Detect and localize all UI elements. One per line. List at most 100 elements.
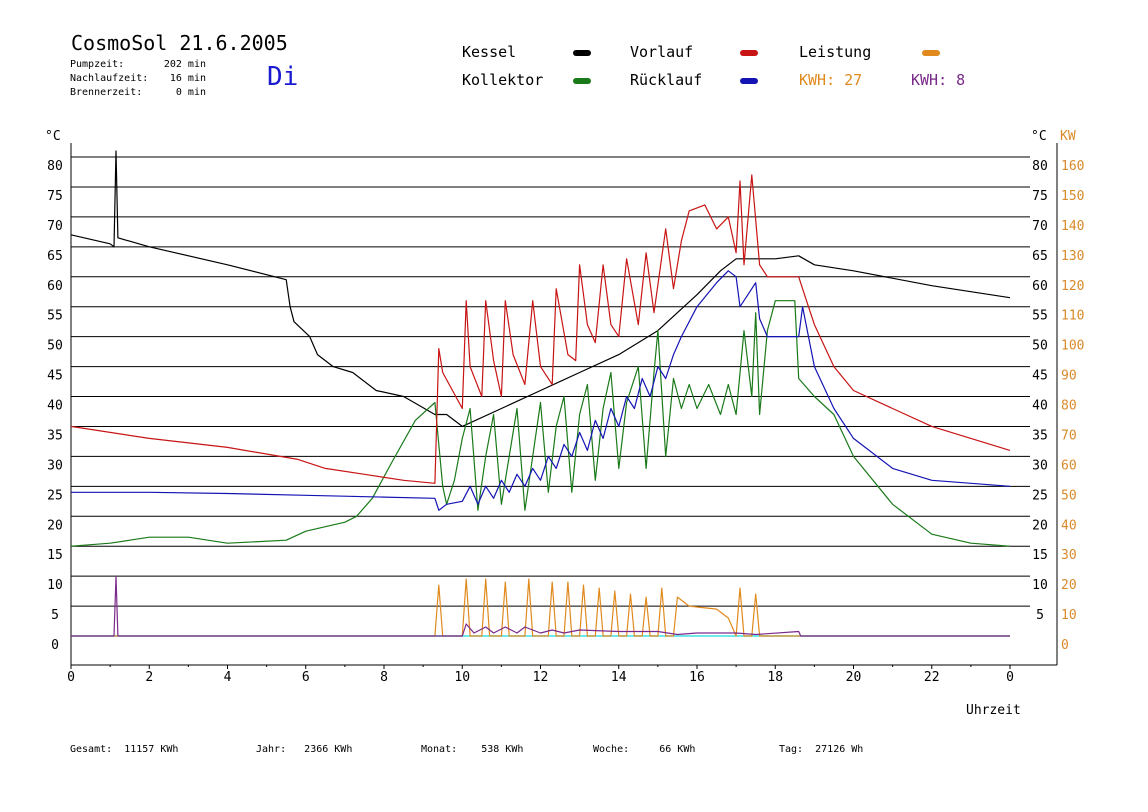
y2-tick-label: 10 (1061, 608, 1077, 623)
footer-tag: Tag: 27126 Wh (779, 744, 864, 755)
y-axis-unit-right: °C (1031, 129, 1047, 144)
pump-time: Pumpzeit: 202 min (70, 59, 206, 70)
y2-tick-label: 160 (1061, 159, 1084, 174)
y-axis-unit: °C (45, 129, 61, 144)
legend-kollektor-swatch (573, 78, 591, 84)
chart-title: CosmoSol 21.6.2005 (71, 31, 288, 55)
x-tick-label: 18 (767, 670, 783, 685)
legend-leistung-swatch (922, 50, 940, 56)
y-tick-label-right: 45 (1032, 369, 1048, 384)
x-tick-label: 12 (533, 670, 549, 685)
legend-ruecklauf-label: Rücklauf (630, 71, 703, 89)
x-tick-label: 20 (846, 670, 862, 685)
footer-monat: Monat: 538 KWh (421, 744, 524, 755)
x-tick-label: 6 (302, 670, 310, 685)
series-line-kwh-8 (71, 575, 1010, 637)
y-tick-label-right: 20 (1032, 518, 1048, 533)
y-tick-label-left: 75 (47, 189, 63, 204)
y-tick-label-right: 30 (1032, 458, 1048, 473)
y-tick-label-left: 0 (51, 638, 59, 653)
y-tick-label-right: 75 (1032, 189, 1048, 204)
series-line-kessel (70, 150, 1011, 427)
y-tick-label-left: 40 (47, 399, 63, 414)
x-tick-label: 10 (454, 670, 470, 685)
y2-tick-label: 60 (1061, 458, 1077, 473)
footer-jahr: Jahr: 2366 KWh (256, 744, 353, 755)
x-tick-label: 4 (224, 670, 232, 685)
y2-tick-label: 80 (1061, 399, 1077, 414)
y2-tick-label: 40 (1061, 518, 1077, 533)
weekday-label: Di (267, 62, 299, 92)
footer-woche: Woche: 66 KWh (593, 744, 696, 755)
y-tick-label-left: 70 (47, 219, 63, 234)
legend-vorlauf-swatch (740, 50, 758, 56)
data-lines (70, 150, 1011, 637)
y-tick-label-left: 25 (47, 488, 63, 503)
y-tick-label-right: 70 (1032, 219, 1048, 234)
y-tick-label-right: 40 (1032, 399, 1048, 414)
y-tick-label-left: 10 (47, 578, 63, 593)
y-tick-label-left: 80 (47, 159, 63, 174)
y2-axis-unit: KW (1060, 129, 1076, 144)
axes (70, 143, 1058, 669)
y2-tick-label: 100 (1061, 339, 1084, 354)
y2-tick-label: 120 (1061, 279, 1084, 294)
y-tick-label-right: 15 (1032, 548, 1048, 563)
legend-kollektor-label: Kollektor (462, 71, 544, 89)
x-tick-label: 14 (611, 670, 627, 685)
y-tick-label-right: 35 (1032, 428, 1048, 443)
x-tick-label: 16 (689, 670, 705, 685)
series-line-vorlauf (70, 174, 1011, 484)
x-tick-label: 2 (145, 670, 153, 685)
brenner-time: Brennerzeit: 0 min (70, 87, 206, 98)
y-tick-label-left: 15 (47, 548, 63, 563)
y2-tick-label: 90 (1061, 369, 1077, 384)
grid-lines (71, 156, 1030, 637)
x-axis-label: Uhrzeit (966, 703, 1021, 718)
y-tick-label-left: 20 (47, 518, 63, 533)
y2-tick-label: 30 (1061, 548, 1077, 563)
legend-leistung-label: Leistung (799, 43, 872, 61)
y-tick-label-right: 10 (1032, 578, 1048, 593)
nachlauf-time: Nachlaufzeit: 16 min (70, 73, 206, 84)
y-tick-label-left: 60 (47, 279, 63, 294)
y2-tick-label: 130 (1061, 249, 1084, 264)
y2-tick-label: 150 (1061, 189, 1084, 204)
y-tick-label-left: 35 (47, 428, 63, 443)
legend-ruecklauf-swatch (740, 78, 758, 84)
y2-tick-label: 140 (1061, 219, 1084, 234)
legend-kessel-swatch (573, 50, 591, 56)
y-tick-label-right: 55 (1032, 309, 1048, 324)
y2-tick-label: 20 (1061, 578, 1077, 593)
y-tick-label-right: 25 (1032, 488, 1048, 503)
series-line-r-cklauf (71, 270, 1011, 511)
y-tick-label-left: 5 (51, 608, 59, 623)
y2-tick-label: 70 (1061, 428, 1077, 443)
x-tick-label: 8 (380, 670, 388, 685)
y-tick-label-right: 50 (1032, 339, 1048, 354)
y-tick-label-right: 80 (1032, 159, 1048, 174)
y-tick-label-left: 30 (47, 458, 63, 473)
x-tick-label: 0 (67, 670, 75, 685)
series-line-leistung (71, 578, 1010, 637)
y-tick-label-right: 65 (1032, 249, 1048, 264)
y-tick-label-right: 60 (1032, 279, 1048, 294)
y2-tick-label: 110 (1061, 309, 1084, 324)
y-tick-label-left: 45 (47, 369, 63, 384)
legend-vorlauf-label: Vorlauf (630, 43, 694, 61)
legend-kessel-label: Kessel (462, 43, 517, 61)
series-line-kollektor (70, 300, 1011, 547)
x-tick-label: 22 (924, 670, 940, 685)
y2-tick-label: 0 (1061, 638, 1069, 653)
legend-kwh-second: KWH: 8 (911, 71, 966, 89)
y-tick-label-right: 5 (1036, 608, 1044, 623)
y-tick-label-left: 65 (47, 249, 63, 264)
footer-gesamt: Gesamt: 11157 KWh (70, 744, 179, 755)
x-tick-label: 0 (1006, 670, 1014, 685)
y-tick-label-left: 50 (47, 339, 63, 354)
y-tick-label-left: 55 (47, 309, 63, 324)
legend-kwh-total: KWH: 27 (799, 71, 863, 89)
y2-tick-label: 50 (1061, 488, 1077, 503)
